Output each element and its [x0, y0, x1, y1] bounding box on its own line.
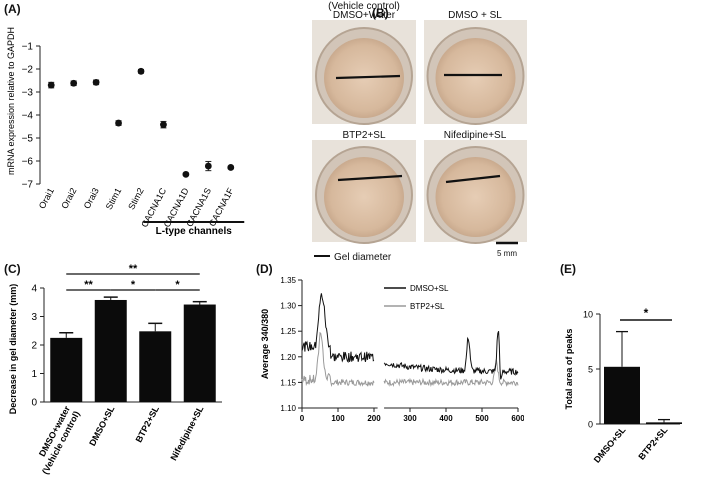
panel-d-chart: 1.10 1.15 1.20 1.25 1.30 1.35 0 100 200 300 400 500… — [260, 276, 524, 422]
significance-label: * — [131, 279, 136, 291]
y-axis-label: Total area of peaks — [564, 329, 574, 410]
significance-label: * — [644, 306, 649, 320]
x-tick-label: DMSO+water(Vehicle control) — [30, 404, 82, 476]
x-tick-label: BTP2+SL — [636, 424, 670, 461]
l-type-label: L-type channels — [156, 226, 233, 237]
x-tick-label: Stim1 — [104, 186, 124, 211]
y-tick-label: 10 — [583, 310, 593, 320]
x-tick-label: BTP2+SL — [134, 404, 162, 444]
y-tick-label: −2 — [22, 65, 34, 76]
significance-label: ** — [84, 279, 93, 291]
data-point — [47, 81, 55, 89]
photo-label: DMSO+Water — [333, 10, 396, 21]
photo-label-top: (Vehicle control) — [328, 1, 400, 12]
significance-label: * — [175, 279, 180, 291]
y-tick-label: −5 — [22, 134, 34, 145]
gel-disc — [435, 157, 516, 237]
y-tick-label: 1.20 — [280, 353, 296, 362]
legend-text: Gel diameter — [334, 252, 392, 262]
y-tick-label: −4 — [22, 111, 34, 122]
panel-e-chart: 0 5 10 Total area of peaks DMSO+SL BTP2+SL * — [564, 306, 682, 465]
panel-e-letter: (E) — [560, 262, 576, 276]
bar — [183, 304, 216, 402]
gel-disc — [324, 157, 404, 237]
x-tick-label: 300 — [403, 414, 417, 422]
legend-label: BTP2+SL — [410, 302, 445, 311]
significance-label: ** — [129, 263, 138, 275]
y-tick-label: −1 — [22, 42, 34, 53]
panel-b-photos: DMSO+Water DMSO + SL BTP2+SL Nifedipine+SL (… — [312, 1, 527, 262]
y-tick-label: 5 — [588, 365, 593, 375]
y-tick-label: 1 — [31, 369, 37, 380]
photo-label: DMSO + SL — [448, 10, 502, 21]
data-point — [182, 170, 190, 178]
data-point — [204, 162, 212, 170]
x-tick-label: 400 — [439, 414, 453, 422]
photo-label: BTP2+SL — [342, 130, 386, 141]
y-tick-label: 1.30 — [280, 302, 296, 311]
data-point — [92, 78, 100, 86]
panel-a-letter: (A) — [4, 2, 21, 16]
y-tick-label: 1.15 — [280, 378, 296, 387]
x-tick-label: 100 — [331, 414, 345, 422]
x-tick-label: Stim2 — [126, 186, 146, 211]
x-tick-label: Nifedipine+SL — [168, 404, 205, 462]
x-tick-label: 500 — [475, 414, 489, 422]
bar — [604, 366, 640, 424]
y-axis-label: Decrease in gel diameter (mm) — [8, 284, 18, 415]
gel-diameter-line — [445, 174, 501, 184]
panel-a-chart: −1 −2 −3 −4 −5 −6 −7 mRNA expression relative t… — [6, 27, 245, 237]
y-tick-label: 1.10 — [280, 404, 296, 413]
x-tick-label: Orai3 — [82, 186, 101, 210]
data-point — [70, 79, 78, 87]
x-tick-label: Orai2 — [59, 186, 78, 210]
y-tick-label: 0 — [588, 420, 593, 430]
y-tick-label: −3 — [22, 88, 34, 99]
data-point — [227, 164, 235, 171]
x-tick-label: 200 — [367, 414, 381, 422]
y-tick-label: 4 — [31, 284, 37, 295]
series-line-dmso — [301, 293, 519, 380]
data-point — [137, 67, 145, 75]
y-tick-label: 3 — [31, 312, 37, 323]
y-tick-label: −6 — [22, 157, 34, 168]
y-axis-label: mRNA expression relative to GAPDH — [6, 27, 16, 175]
x-tick-label: 600 — [511, 414, 524, 422]
x-tick-label-line: DMSO+SL — [87, 404, 117, 448]
gel-disc — [435, 38, 516, 118]
bar — [139, 331, 172, 402]
scale-bar-label: 5 mm — [497, 249, 517, 258]
y-tick-label: 1.25 — [280, 327, 296, 336]
gel-diameter-line — [335, 74, 401, 80]
gel-diameter-line — [337, 174, 403, 182]
y-tick-label: −7 — [22, 180, 34, 191]
legend-label: DMSO+SL — [410, 284, 449, 293]
panel-d-letter: (D) — [256, 262, 273, 276]
x-tick-label: 0 — [300, 414, 305, 422]
panel-c-chart: 0 1 2 3 4 Decrease in gel diameter (mm) DMSO+w… — [8, 263, 222, 476]
y-tick-label: 2 — [31, 341, 37, 352]
data-point — [160, 121, 167, 129]
x-tick-label-line: BTP2+SL — [134, 404, 162, 444]
data-point — [115, 119, 122, 127]
bar — [646, 422, 682, 424]
y-axis-label: Average 340/380 — [260, 309, 270, 379]
bar — [50, 337, 83, 402]
y-tick-label: 0 — [31, 398, 37, 409]
y-tick-label: 1.35 — [280, 276, 296, 285]
x-tick-label: Orai1 — [37, 186, 56, 210]
x-tick-label: DMSO+SL — [87, 404, 117, 448]
panel-b-letter: (B) — [372, 6, 389, 20]
x-tick-label: DMSO+SL — [592, 424, 628, 464]
bar — [94, 299, 127, 402]
panel-c-letter: (C) — [4, 262, 21, 276]
x-tick-label-line: Nifedipine+SL — [168, 404, 205, 462]
photo-label: Nifedipine+SL — [444, 130, 507, 141]
